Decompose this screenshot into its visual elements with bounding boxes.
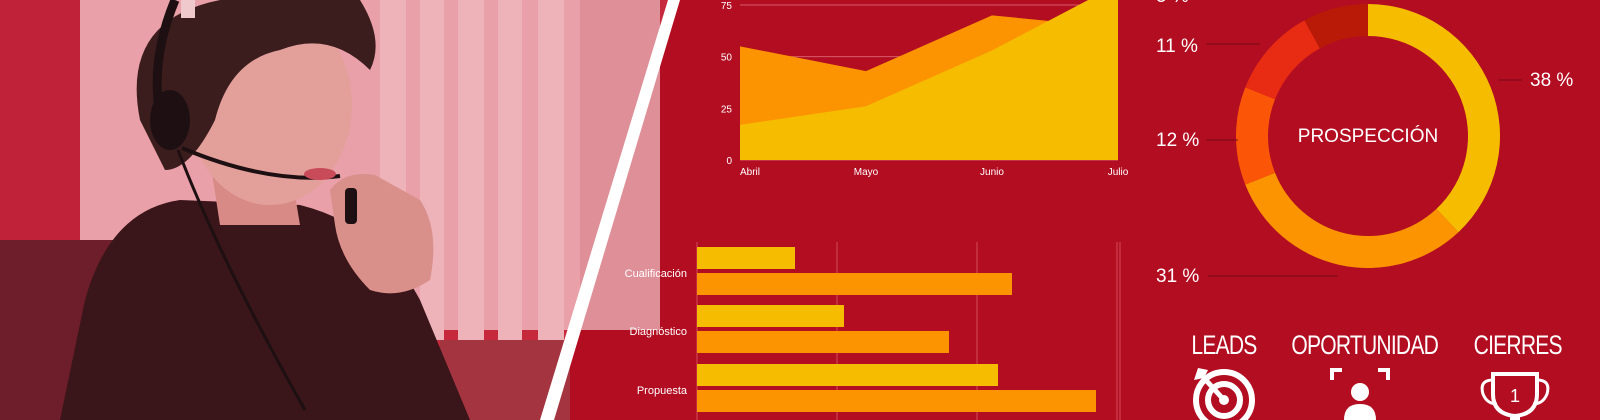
area-chart: 0 25 50 75 Abril Mayo Junio Julio [721, 0, 1129, 178]
donut-slice-2 [1236, 87, 1276, 185]
area-x-tick: Mayo [854, 167, 879, 178]
donut-slice-4 [1304, 4, 1368, 49]
area-x-tick: Julio [1108, 167, 1129, 178]
diagonal-divider [540, 0, 680, 420]
bar-chart-category-labels: Cualificación Diagnóstico Propuesta [625, 268, 688, 397]
donut-slice-3 [1245, 20, 1320, 100]
donut-slice-labels: 38 % 31 % 12 % 11 % 5 % [1156, 0, 1573, 287]
kpi-label-oportunidad: OPORTUNIDAD [1291, 330, 1439, 360]
area-y-tick: 50 [721, 53, 733, 64]
bar-2-1 [697, 390, 1096, 412]
donut-chart: 38 % 31 % 12 % 11 % 5 % PROSPECCIÓN [1156, 0, 1573, 287]
area-y-tick: 75 [721, 1, 733, 12]
operator-photo [0, 0, 680, 420]
area-series-0 [740, 0, 1118, 160]
kpi-label-cierres: CIERRES [1473, 330, 1563, 360]
donut-slice-label: 31 % [1156, 266, 1199, 287]
trophy-icon: 1 [1480, 372, 1550, 420]
bar-1-1 [697, 331, 949, 353]
area-chart-series [740, 0, 1118, 161]
bar-category-label: Cualificación [625, 268, 687, 280]
bar-1-0 [697, 305, 844, 327]
bar-0-1 [697, 273, 1012, 295]
donut-slice-label: 11 % [1156, 36, 1198, 57]
donut-slice-label: 12 % [1156, 130, 1199, 151]
trophy-number: 1 [1510, 386, 1520, 406]
bar-category-label: Diagnóstico [630, 326, 687, 338]
area-chart-y-ticks: 0 25 50 75 [721, 1, 733, 167]
person-frame-icon [1330, 368, 1390, 420]
area-x-tick: Abril [740, 167, 760, 178]
kpi-label-leads: LEADS [1191, 330, 1257, 360]
donut-slice-label: 38 % [1530, 70, 1573, 91]
bar-chart: Cualificación Diagnóstico Propuesta [625, 242, 1118, 420]
area-chart-x-ticks: Abril Mayo Junio Julio [740, 167, 1129, 178]
area-y-tick: 25 [721, 104, 733, 115]
bar-category-label: Propuesta [637, 385, 688, 397]
bar-0-0 [697, 247, 795, 269]
area-x-tick: Junio [980, 167, 1004, 178]
donut-slice-1 [1245, 172, 1459, 268]
donut-slice-0 [1368, 4, 1500, 233]
donut-center-label: PROSPECCIÓN [1298, 125, 1438, 147]
bar-chart-bars [697, 247, 1096, 412]
donut-slices [1236, 4, 1500, 268]
donut-slice-label: 5 % [1156, 0, 1189, 7]
area-y-tick: 0 [726, 156, 732, 167]
bar-2-0 [697, 364, 998, 386]
target-icon [1193, 368, 1255, 420]
